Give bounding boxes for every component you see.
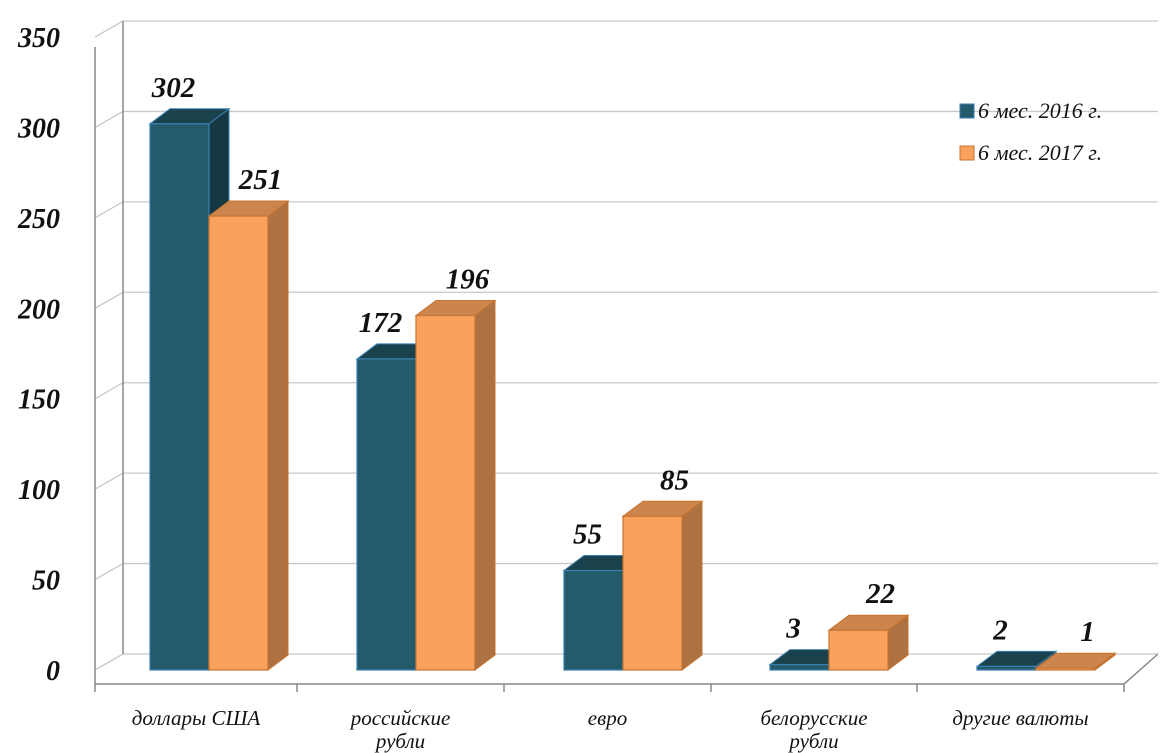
- data-label: 302: [151, 72, 196, 104]
- gridline: [94, 20, 1158, 38]
- data-label: 1: [1080, 616, 1095, 648]
- y-tick-label: 300: [17, 113, 60, 144]
- y-tick-label: 350: [17, 23, 60, 54]
- y-tick-label: 0: [46, 656, 60, 687]
- data-label: 3: [785, 613, 801, 645]
- bar-front-face: [622, 515, 683, 671]
- x-category-label: белорусские: [760, 706, 867, 730]
- data-label: 22: [865, 578, 895, 610]
- bar: [207, 200, 290, 671]
- legend-item: 6 мес. 2016 г.: [959, 98, 1102, 123]
- bar: [414, 299, 497, 671]
- y-tick-label: 100: [18, 475, 60, 506]
- bar: [827, 614, 910, 671]
- bar-front-face: [356, 358, 417, 671]
- bar-front-face: [208, 215, 269, 671]
- y-tick-label: 250: [17, 204, 60, 235]
- bar-front-face: [976, 665, 1037, 671]
- bars: [148, 107, 1117, 671]
- x-category-label: другие валюты: [952, 706, 1088, 730]
- x-category-label: российские: [349, 706, 451, 730]
- bar-front-face: [769, 663, 830, 671]
- y-tick-label: 200: [17, 294, 60, 325]
- bar: [621, 500, 704, 671]
- bar-front-face: [1035, 667, 1096, 671]
- bar-side-face: [681, 500, 703, 671]
- legend-label: 6 мес. 2017 г.: [978, 140, 1102, 165]
- data-label: 172: [359, 307, 403, 339]
- data-label: 55: [573, 519, 602, 551]
- data-label: 251: [238, 164, 283, 196]
- y-tick-label: 150: [18, 385, 60, 416]
- bar: [1034, 652, 1117, 671]
- data-label: 2: [992, 614, 1008, 646]
- legend-item: 6 мес. 2017 г.: [959, 140, 1102, 165]
- x-category-label: рубли: [787, 729, 838, 753]
- bar-front-face: [563, 569, 624, 671]
- bar-front-face: [828, 629, 889, 671]
- x-category-label: рубли: [374, 729, 425, 753]
- bar-side-face: [474, 299, 496, 671]
- legend-swatch: [959, 145, 975, 161]
- bar-side-face: [267, 200, 289, 671]
- data-label: 196: [446, 264, 490, 296]
- legend-swatch: [959, 103, 975, 119]
- y-tick-label: 50: [32, 566, 60, 597]
- x-category-label: евро: [588, 706, 627, 730]
- legend-label: 6 мес. 2016 г.: [978, 98, 1102, 123]
- x-category-label: доллары США: [132, 706, 261, 730]
- legend: 6 мес. 2016 г. 6 мес. 2017 г.: [959, 98, 1102, 165]
- bar-front-face: [415, 314, 476, 671]
- bar-front-face: [149, 123, 210, 671]
- axes: [94, 21, 1159, 692]
- y-axis-ticks: 0 50 100 150 200 250 300 350: [17, 23, 60, 687]
- data-label: 85: [660, 464, 689, 496]
